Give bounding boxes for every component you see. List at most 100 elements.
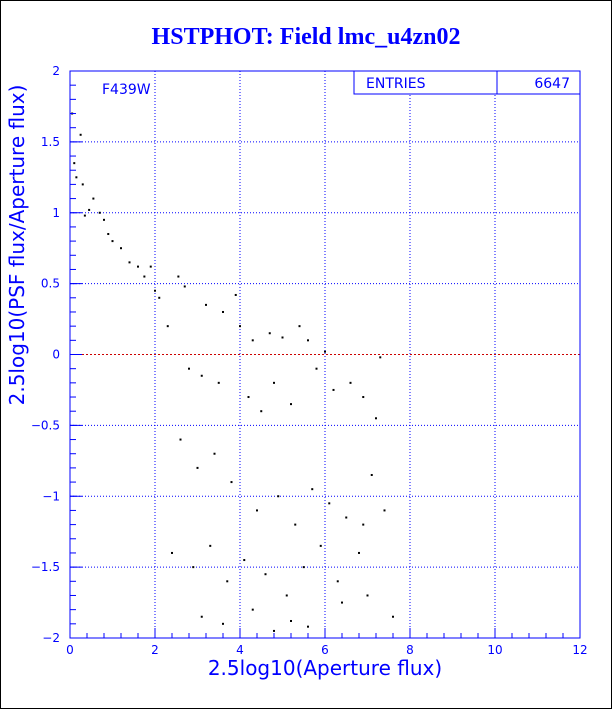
data-point (256, 509, 258, 512)
data-point (302, 566, 305, 569)
filter-label: F439W (102, 82, 151, 98)
data-point (349, 381, 352, 384)
data-point (111, 240, 114, 243)
y-tick-label: 1.5 (41, 135, 60, 149)
data-point (290, 403, 292, 406)
data-point (200, 374, 203, 377)
data-point (290, 619, 292, 622)
data-point (143, 275, 146, 278)
data-point (332, 388, 335, 391)
data-point (315, 367, 318, 370)
data-point (324, 350, 326, 353)
y-tick-label: 0.5 (41, 277, 60, 291)
data-point (336, 580, 339, 583)
data-point (358, 551, 360, 554)
grid-lines (70, 71, 580, 638)
data-point (239, 325, 241, 328)
data-point (307, 625, 309, 628)
data-point (120, 247, 122, 250)
data-point (366, 594, 369, 597)
data-point (166, 325, 169, 328)
data-point (177, 275, 180, 278)
data-point (92, 197, 95, 200)
y-axis-label: 2.5log10(PSF flux/Aperture flux) (5, 85, 29, 406)
data-point (154, 289, 156, 292)
data-point (205, 303, 207, 306)
data-point (81, 183, 84, 186)
data-point (107, 233, 110, 236)
data-point (179, 438, 182, 441)
data-point (273, 381, 275, 384)
axis-ticks: 0 2 4 6 8 10 12 −2 −1.5 −1 −0.5 0 0.5 1 1.5 2 (31, 64, 588, 657)
data-point (345, 516, 348, 519)
data-point (226, 580, 229, 583)
data-point (383, 509, 386, 512)
data-point (328, 502, 331, 505)
data-point (370, 473, 373, 476)
data-point (294, 523, 297, 526)
data-point (217, 381, 220, 384)
data-point (281, 336, 284, 339)
data-point (268, 332, 271, 335)
data-point (196, 466, 199, 469)
y-tick-label: −1 (42, 489, 60, 503)
data-point (311, 488, 314, 491)
data-point (243, 559, 246, 562)
y-tick-label: 0 (52, 348, 60, 362)
x-tick-label: 6 (321, 643, 329, 657)
chart-title: HSTPHOT: Field lmc_u4zn02 (151, 24, 461, 50)
data-point (192, 566, 195, 569)
x-tick-label: 12 (572, 643, 587, 657)
data-point (251, 339, 254, 342)
data-point (247, 396, 250, 399)
data-point (73, 162, 76, 165)
x-tick-label: 0 (66, 643, 74, 657)
x-axis-label: 2.5log10(Aperture flux) (208, 656, 442, 680)
data-point (88, 208, 91, 211)
data-point (158, 296, 161, 299)
data-point (149, 265, 152, 268)
data-point (264, 573, 267, 576)
data-point (392, 615, 394, 618)
data-point (230, 481, 233, 484)
data-point (98, 211, 101, 214)
y-tick-label: −2 (42, 631, 60, 645)
data-point (234, 293, 237, 296)
y-tick-label: 1 (52, 206, 60, 220)
data-point (260, 410, 263, 413)
stats-box-frame (353, 70, 581, 95)
data-point (379, 356, 382, 359)
data-point (75, 176, 78, 179)
y-tick-label: 2 (52, 64, 60, 78)
data-point (200, 615, 203, 618)
data-point (285, 594, 288, 597)
stats-entries-label: ENTRIES (366, 76, 426, 92)
x-tick-label: 2 (151, 643, 159, 657)
data-point (298, 325, 301, 328)
data-point (307, 339, 309, 342)
data-point (128, 261, 131, 264)
data-point (209, 544, 212, 547)
data-point (213, 452, 216, 455)
data-point (362, 523, 365, 526)
data-point (375, 417, 377, 420)
stats-box: ENTRIES 6647 (353, 70, 581, 95)
data-point (79, 133, 82, 136)
data-point (188, 367, 190, 370)
data-point (273, 629, 275, 632)
y-tick-label: −1.5 (31, 560, 60, 574)
x-tick-label: 8 (406, 643, 414, 657)
data-point (362, 396, 365, 399)
data-point (319, 544, 322, 547)
data-point (137, 265, 139, 268)
data-point (222, 622, 224, 625)
data-point (183, 285, 186, 288)
x-tick-label: 10 (487, 643, 502, 657)
data-point (277, 495, 280, 498)
stats-entries-value: 6647 (534, 76, 570, 92)
data-point (103, 218, 105, 221)
data-points (71, 112, 394, 632)
y-tick-label: −0.5 (31, 418, 60, 432)
data-point (251, 608, 254, 611)
